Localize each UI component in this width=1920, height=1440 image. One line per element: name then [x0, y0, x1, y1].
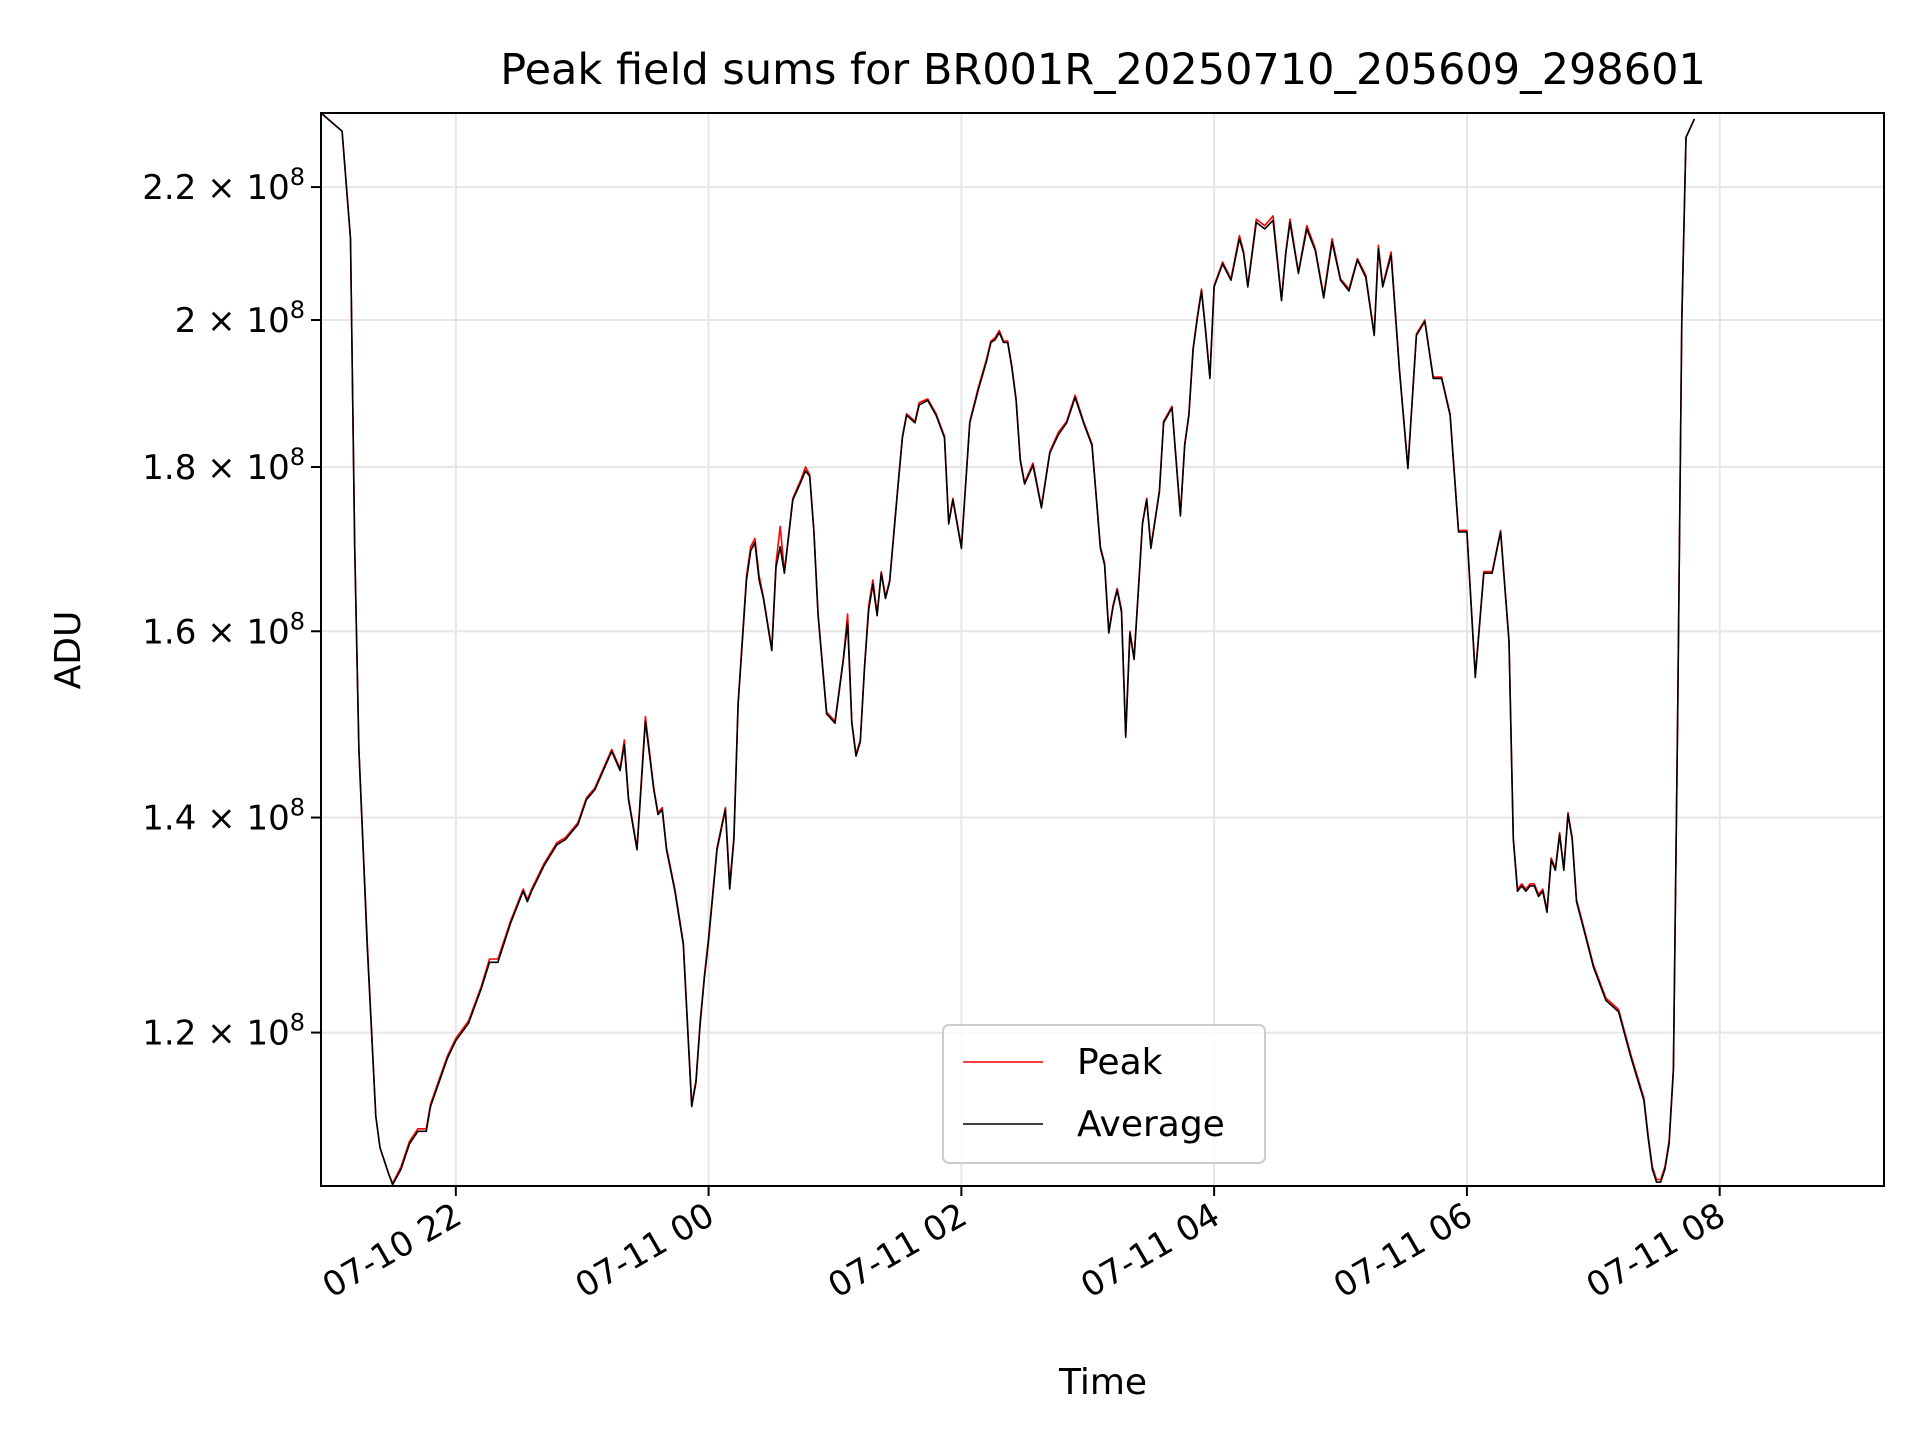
- legend-box: [942, 1024, 1266, 1164]
- y-tick-label: 1.2 × 108: [142, 1009, 305, 1054]
- y-axis-label: ADU: [48, 611, 89, 690]
- y-tick-label: 2.2 × 108: [142, 163, 305, 208]
- chart-title: Peak field sums for BR001R_20250710_2056…: [500, 45, 1706, 95]
- y-tick-label: 1.4 × 108: [142, 794, 305, 839]
- series-layer: [320, 112, 1696, 1186]
- y-tick-label: 2 × 108: [175, 296, 305, 341]
- grid-lines: [321, 113, 1884, 1186]
- plot-frame: [320, 112, 1885, 1187]
- x-axis-label: Time: [1058, 1362, 1147, 1403]
- y-tick-label: 1.8 × 108: [142, 443, 305, 488]
- series-line-average: [320, 112, 1696, 1186]
- legend: Peak Average: [942, 1024, 1266, 1164]
- legend-average-label: Average: [1077, 1104, 1225, 1145]
- legend-peak-label: Peak: [1077, 1042, 1163, 1083]
- y-tick-label: 1.6 × 108: [142, 607, 305, 652]
- y-axis: 1.2 × 108 1.4 × 108 1.6 × 108 1.8 × 108 2 × …: [142, 163, 321, 1054]
